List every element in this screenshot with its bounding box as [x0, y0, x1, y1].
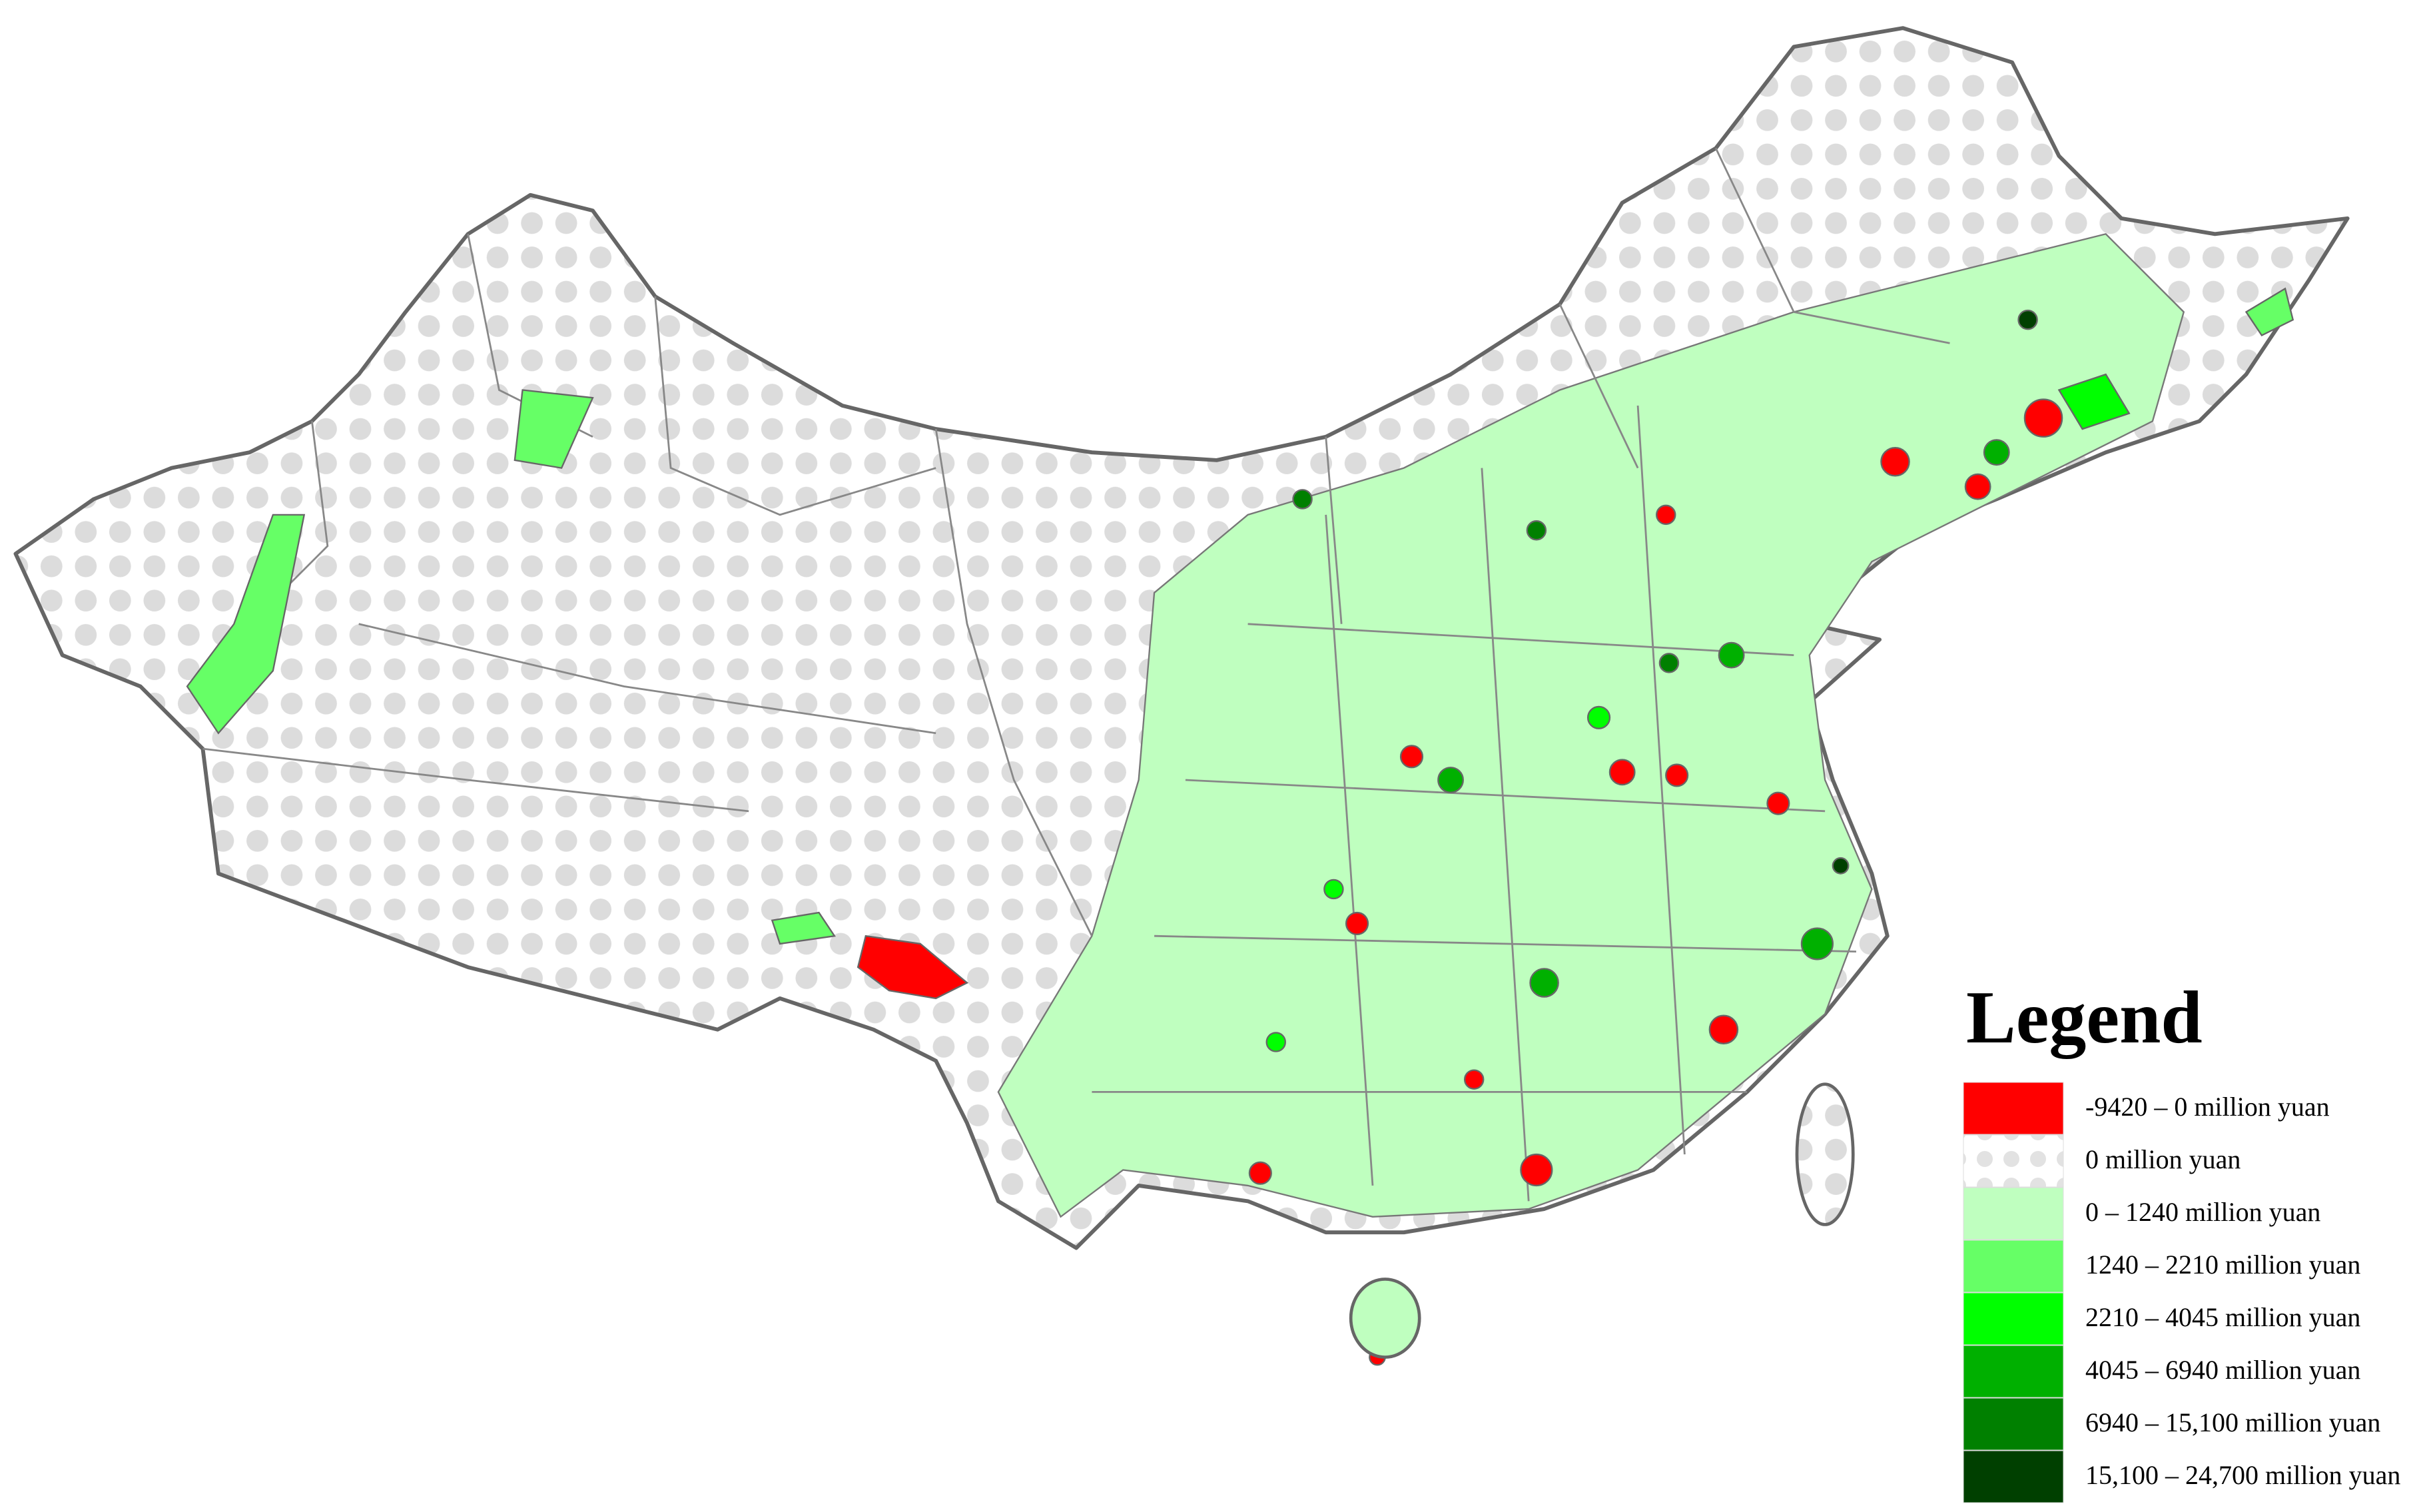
legend-label: 0 – 1240 million yuan — [2085, 1197, 2320, 1227]
legend-swatch — [1963, 1187, 2064, 1240]
island-hainan — [1349, 1278, 1421, 1359]
legend-title: Legend — [1966, 976, 2203, 1059]
highlight-regions — [186, 287, 2294, 1366]
legend-swatch — [1963, 1292, 2064, 1345]
legend-label: 1240 – 2210 million yuan — [2085, 1250, 2360, 1280]
legend-swatch — [1963, 1240, 2064, 1293]
legend-label: 6940 – 15,100 million yuan — [2085, 1407, 2380, 1437]
legend-swatch — [1963, 1345, 2064, 1398]
county-boundaries — [202, 147, 1950, 1202]
legend-label: 15,100 – 24,700 million yuan — [2085, 1460, 2400, 1490]
legend-swatch — [1963, 1134, 2064, 1188]
legend: Legend -9420 – 0 million yuan 0 million y… — [1963, 976, 2400, 1503]
legend-label: 2210 – 4045 million yuan — [2085, 1302, 2360, 1332]
legend-swatch — [1963, 1397, 2064, 1451]
island-taiwan — [1795, 1082, 1855, 1226]
legend-label: 0 million yuan — [2085, 1144, 2241, 1174]
legend-label: 4045 – 6940 million yuan — [2085, 1355, 2360, 1385]
map — [13, 26, 2350, 1366]
legend-label: -9420 – 0 million yuan — [2085, 1092, 2330, 1122]
legend-swatch — [1963, 1082, 2064, 1135]
legend-swatch — [1963, 1450, 2064, 1503]
